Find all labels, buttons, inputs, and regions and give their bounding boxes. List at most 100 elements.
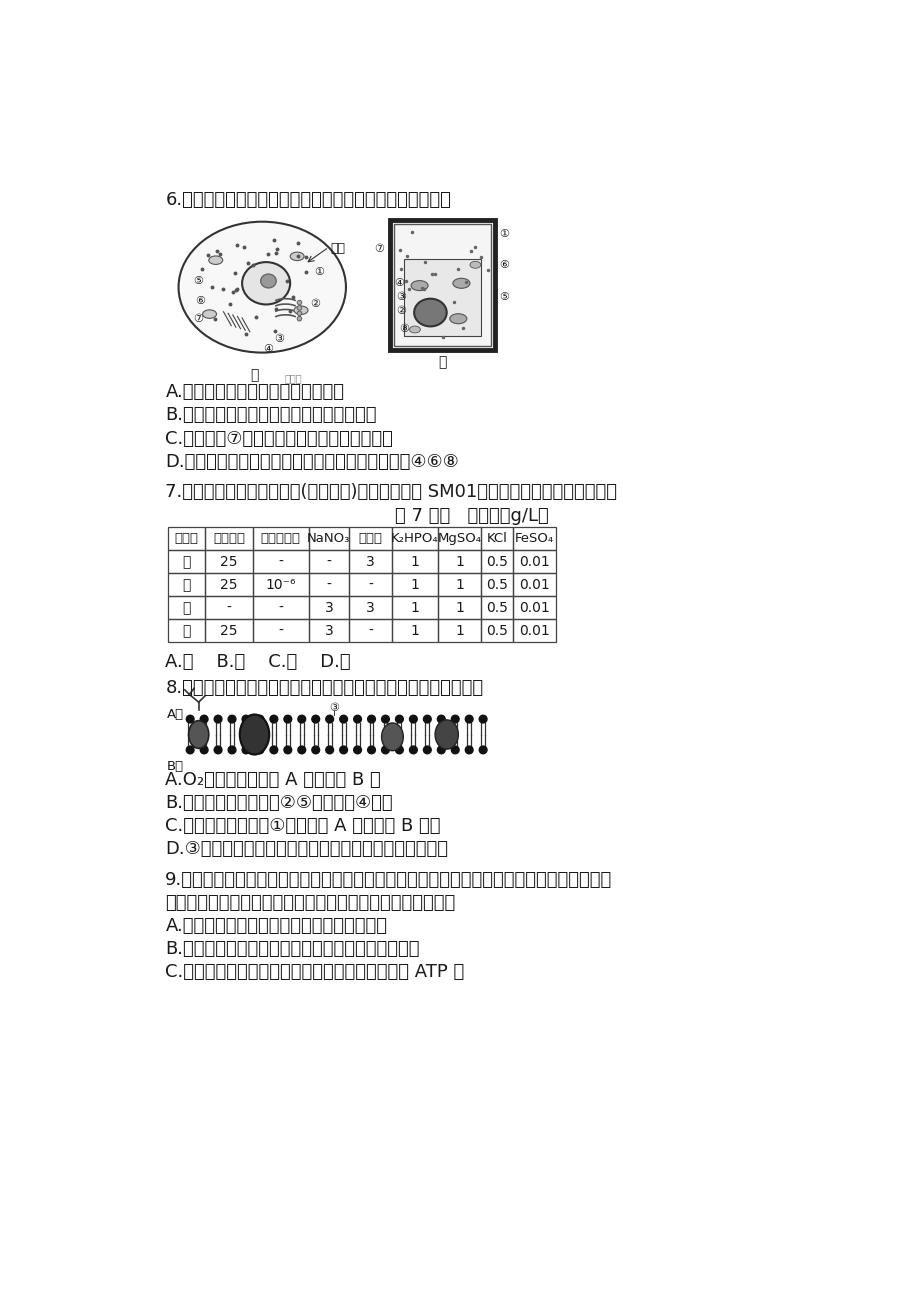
Text: -: - [278,602,283,616]
Bar [437,596,481,618]
Text: KCl: KCl [486,533,507,546]
Circle shape [242,715,250,723]
Text: 3: 3 [366,555,374,569]
Circle shape [395,746,403,754]
Text: A.O₂进入红细胞时从 A 面运输到 B 面: A.O₂进入红细胞时从 A 面运输到 B 面 [165,771,380,789]
FancyBboxPatch shape [403,259,481,336]
Bar [253,549,309,573]
Bar [205,526,253,549]
Text: 7.为了筛选能产生阿拉伯胶(一种多糖)降解酶的菌株 SM01，应选用以下表中哪种培广基: 7.为了筛选能产生阿拉伯胶(一种多糖)降解酶的菌株 SM01，应选用以下表中哪种… [165,483,617,501]
FancyBboxPatch shape [390,220,494,349]
Bar [437,526,481,549]
Bar [513,526,555,549]
Text: NaNO₃: NaNO₃ [307,533,350,546]
Bar [513,596,555,618]
Text: 比例图: 比例图 [284,374,301,383]
Bar [437,573,481,596]
Text: -: - [226,602,231,616]
Circle shape [284,715,291,723]
Text: ⑦: ⑦ [374,245,384,254]
Circle shape [479,715,486,723]
Bar [481,549,513,573]
Text: 1: 1 [455,578,463,592]
Bar [309,549,348,573]
Text: 阿拉伯胶: 阿拉伯胶 [212,533,244,546]
Ellipse shape [381,723,403,751]
Text: 0.5: 0.5 [485,625,507,638]
Text: 25: 25 [220,555,237,569]
Text: ④: ④ [394,279,404,288]
Text: ⑤: ⑤ [441,729,451,740]
Text: -: - [326,578,331,592]
Ellipse shape [435,720,458,749]
Text: ②: ② [249,729,259,740]
Bar [309,618,348,642]
Bar [391,596,437,618]
Circle shape [297,316,301,322]
Circle shape [451,715,459,723]
Bar [205,618,253,642]
Text: ③: ③ [274,335,284,345]
Text: 6.如图是两种细胞的亚显微结构示意图。下列叙述正确的是: 6.如图是两种细胞的亚显微结构示意图。下列叙述正确的是 [165,191,450,208]
Ellipse shape [202,310,216,318]
Circle shape [269,715,278,723]
Circle shape [186,746,194,754]
Bar [513,618,555,642]
Text: ①: ① [313,267,323,277]
Ellipse shape [449,314,466,324]
Circle shape [269,746,278,754]
Text: 牛肉膏: 牛肉膏 [358,533,382,546]
Bar [481,526,513,549]
Text: ④: ④ [263,344,273,354]
Circle shape [186,715,194,723]
Text: FeSO₄: FeSO₄ [515,533,553,546]
Text: 动有关；慢肌纤维与慢跑等有氧运动有关。下列叙述错误的是: 动有关；慢肌纤维与慢跑等有氧运动有关。下列叙述错误的是 [165,894,455,911]
Circle shape [325,715,334,723]
Text: K₂HPO₄: K₂HPO₄ [391,533,438,546]
Circle shape [353,746,361,754]
Text: B.细胞膜的选择透性与②⑤有关，与④无关: B.细胞膜的选择透性与②⑤有关，与④无关 [165,794,392,812]
Text: 培广基: 培广基 [174,533,199,546]
Bar [391,573,437,596]
Ellipse shape [294,306,308,315]
Circle shape [368,746,375,754]
Text: 0.01: 0.01 [518,578,550,592]
Text: ⑤: ⑤ [498,292,508,302]
Circle shape [465,746,472,754]
Text: C.根据结构⑦的有无即可判断动物细胞的种类: C.根据结构⑦的有无即可判断动物细胞的种类 [165,430,392,448]
Ellipse shape [209,256,222,264]
Text: 乙: 乙 [182,578,190,592]
Text: 8.如图为人类红细胞的部分细胞膜结构模式图，下列叙述错误的是: 8.如图为人类红细胞的部分细胞膜结构模式图，下列叙述错误的是 [165,680,483,697]
Ellipse shape [242,262,289,305]
Bar [309,526,348,549]
Bar [348,596,391,618]
Text: B.乙细胞近似正方形，可能位于根尖分生区: B.乙细胞近似正方形，可能位于根尖分生区 [165,406,377,424]
Text: 1: 1 [410,602,419,616]
Text: 1: 1 [455,602,463,616]
Bar [205,596,253,618]
Bar [481,596,513,618]
Text: 0.01: 0.01 [518,555,550,569]
Text: -: - [368,625,372,638]
Text: ⑧: ⑧ [399,324,409,335]
Text: 1: 1 [410,578,419,592]
Text: ①: ① [498,229,508,240]
Text: 阿拉伯胶酶: 阿拉伯胶酶 [261,533,301,546]
Text: 丁: 丁 [182,625,190,638]
Circle shape [381,746,389,754]
Circle shape [437,715,445,723]
Text: 乙: 乙 [437,355,446,370]
Text: 3: 3 [366,602,374,616]
Text: ①: ① [194,729,203,740]
Text: 1: 1 [455,555,463,569]
Circle shape [465,715,472,723]
Circle shape [284,746,291,754]
Bar [348,549,391,573]
Text: 3: 3 [324,625,333,638]
Text: ②: ② [310,299,320,309]
Text: 0.5: 0.5 [485,578,507,592]
Bar [437,549,481,573]
Text: 10⁻⁶: 10⁻⁶ [266,578,296,592]
Text: 1: 1 [410,555,419,569]
Bar [348,573,391,596]
